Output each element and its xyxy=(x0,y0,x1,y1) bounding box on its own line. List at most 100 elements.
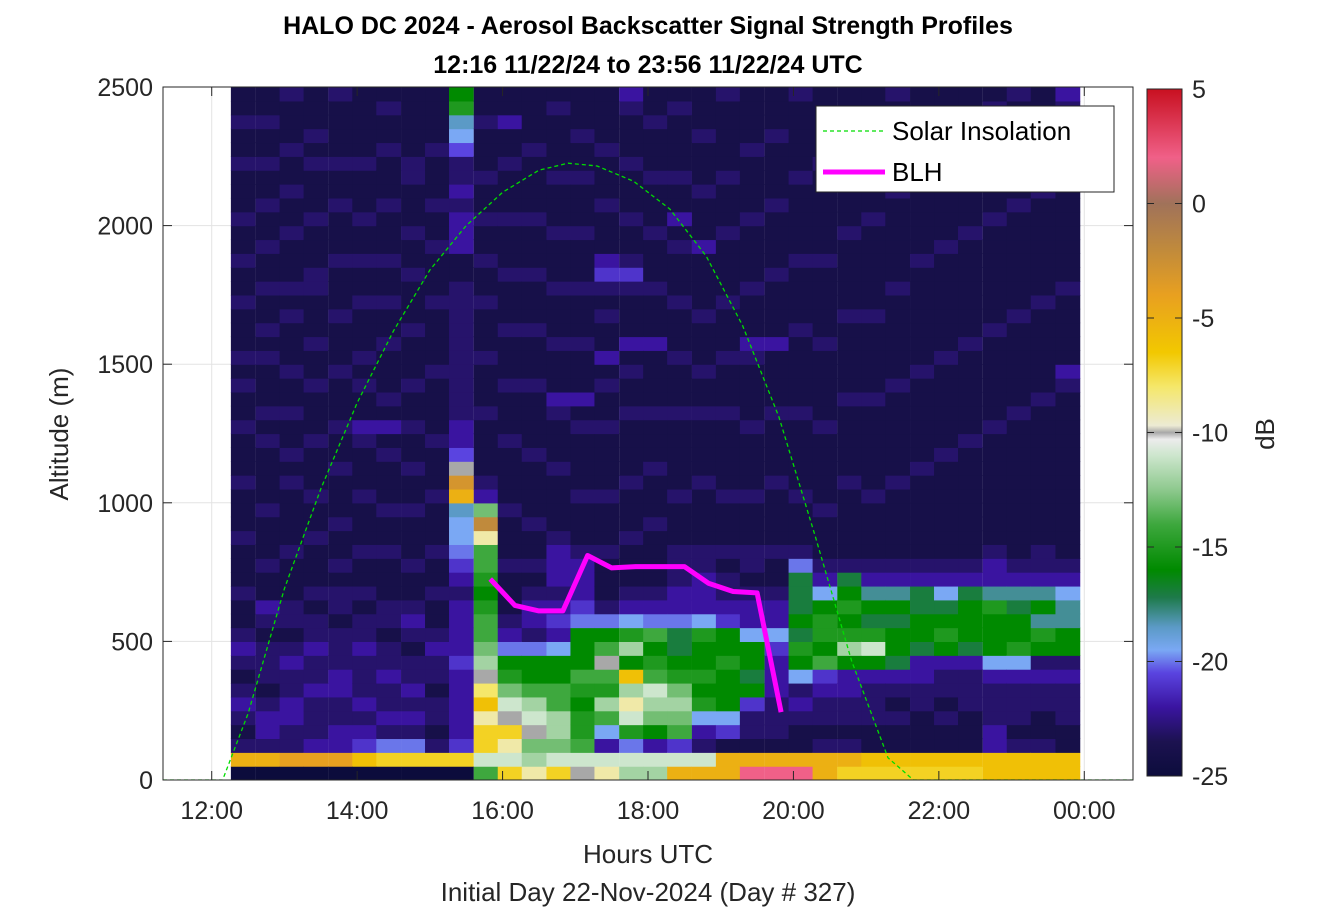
heatmap-cell xyxy=(934,461,959,476)
heatmap-cell xyxy=(619,156,644,171)
heatmap-cell xyxy=(812,502,838,518)
chart-title-line2: 12:16 11/22/24 to 23:56 11/22/24 UTC xyxy=(433,51,862,79)
heatmap-cell xyxy=(715,766,741,780)
heatmap-cell xyxy=(691,336,717,351)
heatmap-cell xyxy=(958,225,983,241)
heatmap-cell xyxy=(594,253,620,268)
heatmap-cell xyxy=(715,502,741,518)
heatmap-cell xyxy=(328,766,354,780)
heatmap-cell xyxy=(885,433,911,448)
heatmap-cell xyxy=(303,350,329,365)
heatmap-cell xyxy=(812,253,838,268)
heatmap-cell xyxy=(303,114,329,130)
heatmap-cell xyxy=(449,378,474,393)
heatmap-cell xyxy=(230,669,256,684)
heatmap-cell xyxy=(401,405,426,421)
heatmap-cell xyxy=(667,114,692,130)
heatmap-cell xyxy=(352,488,378,504)
heatmap-cell xyxy=(885,613,911,629)
heatmap-cell xyxy=(837,350,863,365)
heatmap-cell xyxy=(473,128,499,144)
heatmap-cell xyxy=(303,516,329,532)
heatmap-cell xyxy=(352,253,378,268)
heatmap-cell xyxy=(619,281,644,296)
heatmap-cell xyxy=(594,530,620,545)
heatmap-cell xyxy=(570,599,596,615)
heatmap-cell xyxy=(570,308,596,324)
heatmap-cell xyxy=(279,294,305,310)
heatmap-cell xyxy=(691,405,717,421)
heatmap-cell xyxy=(788,433,814,448)
heatmap-cell xyxy=(1055,294,1081,310)
heatmap-cell xyxy=(303,530,329,545)
heatmap-cell xyxy=(352,100,378,116)
heatmap-cell xyxy=(352,350,378,365)
heatmap-cell xyxy=(546,239,572,254)
heatmap-cell xyxy=(812,87,838,102)
heatmap-cell xyxy=(1055,752,1081,767)
heatmap-cell xyxy=(401,461,426,476)
heatmap-cell xyxy=(861,322,887,338)
heatmap-cell xyxy=(376,516,402,532)
heatmap-cell xyxy=(303,87,329,102)
heatmap-cell xyxy=(788,613,814,629)
heatmap-cell xyxy=(958,197,983,213)
heatmap-cell xyxy=(715,281,741,296)
heatmap-cell xyxy=(934,405,959,421)
heatmap-cell xyxy=(497,502,523,518)
heatmap-cell xyxy=(788,696,814,712)
heatmap-cell xyxy=(619,682,644,698)
heatmap-cell xyxy=(619,364,644,379)
heatmap-cell xyxy=(861,211,887,227)
heatmap-cell xyxy=(230,488,256,504)
heatmap-cell xyxy=(812,267,838,282)
heatmap-cell xyxy=(449,87,474,102)
heatmap-cell xyxy=(788,475,814,490)
heatmap-cell xyxy=(425,156,450,171)
heatmap-cell xyxy=(497,627,523,642)
heatmap-cell xyxy=(230,239,256,254)
heatmap-cell xyxy=(1030,433,1056,448)
heatmap-cell xyxy=(425,655,450,670)
heatmap-cell xyxy=(521,558,547,573)
heatmap-cell xyxy=(837,197,863,213)
heatmap-cell xyxy=(425,308,450,324)
heatmap-cell xyxy=(643,766,668,780)
heatmap-cell xyxy=(376,696,402,712)
heatmap-cell xyxy=(230,142,256,157)
heatmap-cell xyxy=(230,308,256,324)
heatmap-cell xyxy=(570,724,596,740)
heatmap-cell xyxy=(715,627,741,642)
heatmap-cell xyxy=(812,211,838,227)
heatmap-cell xyxy=(303,724,329,740)
heatmap-cell xyxy=(619,294,644,310)
heatmap-cell xyxy=(691,475,717,490)
heatmap-cell xyxy=(1030,308,1056,324)
heatmap-cell xyxy=(691,544,717,559)
heatmap-cell xyxy=(861,752,887,767)
heatmap-cell xyxy=(861,516,887,532)
heatmap-cell xyxy=(619,447,644,462)
heatmap-cell xyxy=(401,142,426,157)
heatmap-cell xyxy=(473,211,499,227)
heatmap-cell xyxy=(521,281,547,296)
heatmap-cell xyxy=(715,572,741,587)
heatmap-cell xyxy=(1030,558,1056,573)
heatmap-cell xyxy=(1030,391,1056,407)
heatmap-cell xyxy=(715,419,741,435)
heatmap-cell xyxy=(619,641,644,656)
heatmap-cell xyxy=(521,544,547,559)
heatmap-cell xyxy=(715,475,741,490)
heatmap-cell xyxy=(958,613,983,629)
heatmap-cell xyxy=(1055,738,1081,753)
heatmap-cell xyxy=(328,655,354,670)
heatmap-cell xyxy=(958,461,983,476)
heatmap-cell xyxy=(594,752,620,767)
heatmap-cell xyxy=(570,322,596,338)
heatmap-cell xyxy=(1006,336,1032,351)
heatmap-cell xyxy=(1030,225,1056,241)
heatmap-cell xyxy=(910,475,935,490)
heatmap-cell xyxy=(230,530,256,545)
heatmap-cell xyxy=(910,558,935,573)
heatmap-cell xyxy=(934,585,959,601)
